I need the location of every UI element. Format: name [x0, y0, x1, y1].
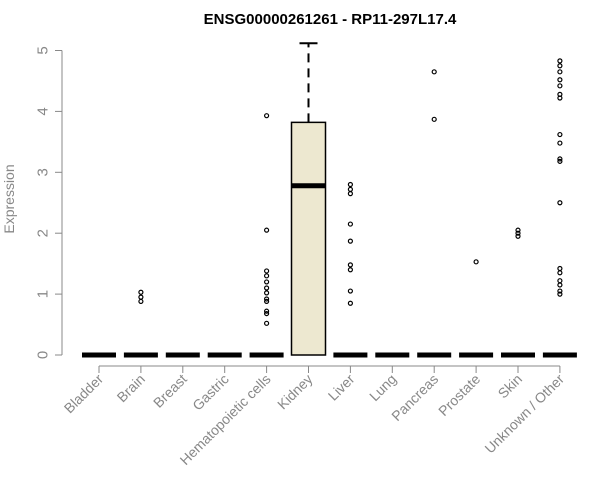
x-tick-label: Kidney [274, 371, 316, 413]
outlier-point [264, 268, 270, 274]
outlier-point [431, 69, 437, 75]
outlier-point [557, 69, 563, 75]
x-tick-label: Liver [325, 371, 358, 404]
outlier-point [557, 77, 563, 83]
outlier-point [515, 230, 521, 236]
outlier-point [557, 291, 563, 297]
y-axis: 0 1 2 3 4 5 [34, 46, 63, 359]
outlier-point [138, 294, 144, 300]
outlier-point [515, 233, 521, 239]
outlier-point [473, 259, 479, 265]
outlier-point [347, 191, 353, 197]
outlier-point [347, 288, 353, 294]
outlier-point [557, 288, 563, 294]
outlier-point [264, 113, 270, 119]
outlier-point [557, 270, 563, 276]
outlier-point [264, 279, 270, 285]
outlier-point [557, 140, 563, 146]
box-group [459, 259, 494, 358]
box-group [417, 69, 452, 358]
box-group [501, 227, 535, 358]
outlier-point [264, 298, 270, 305]
outlier-point [557, 282, 563, 288]
box-group [333, 181, 368, 358]
outlier-point [347, 262, 353, 268]
y-tick-label: 4 [34, 107, 51, 115]
outlier-point [557, 83, 563, 89]
y-tick-label: 1 [34, 290, 51, 298]
y-axis-label: Expression [1, 164, 17, 233]
box-body [290, 121, 327, 356]
outlier-point [264, 273, 270, 279]
outlier-point [557, 63, 563, 69]
x-tick-label: Pancreas [388, 371, 441, 424]
outlier-point [347, 221, 353, 227]
box-group [249, 113, 284, 358]
y-tick-label: 2 [34, 229, 51, 237]
outlier-point [264, 320, 270, 326]
outlier-point [138, 298, 144, 305]
outlier-point [557, 58, 563, 64]
outlier-point [264, 308, 270, 314]
outlier-point [264, 296, 270, 302]
chart-title: ENSG00000261261 - RP11-297L17.4 [204, 11, 457, 28]
outlier-point [557, 156, 563, 162]
outlier-point [515, 227, 521, 233]
outlier-point [264, 227, 270, 233]
outlier-point [557, 158, 563, 164]
y-tick-label: 0 [34, 351, 51, 359]
x-tick-label: Unknown / Other [481, 371, 567, 457]
outlier-point [557, 278, 563, 284]
outlier-point [557, 131, 563, 138]
outlier-point [264, 285, 270, 291]
outlier-point [347, 238, 353, 244]
y-tick-label: 5 [34, 46, 51, 54]
x-tick-label: Skin [495, 371, 526, 402]
box-group [123, 289, 158, 358]
y-tick-label: 3 [34, 168, 51, 176]
x-tick-label: Brain [114, 371, 148, 405]
box-group [290, 42, 327, 356]
outlier-point [557, 91, 563, 97]
x-tick-label: Breast [150, 371, 190, 411]
outlier-point [347, 181, 353, 188]
box-series [82, 42, 577, 358]
x-tick-label: Bladder [61, 371, 107, 417]
outlier-point [347, 186, 353, 192]
outlier-point [138, 289, 144, 295]
outlier-point [347, 300, 353, 306]
outlier-point [264, 290, 270, 296]
outlier-point [347, 267, 353, 273]
outlier-point [431, 116, 437, 122]
x-tick-label: Lung [366, 371, 399, 404]
outlier-point [557, 200, 563, 206]
outlier-point [557, 265, 563, 272]
outlier-point [264, 310, 270, 317]
x-tick-label: Prostate [435, 371, 483, 419]
box-group [542, 58, 577, 358]
